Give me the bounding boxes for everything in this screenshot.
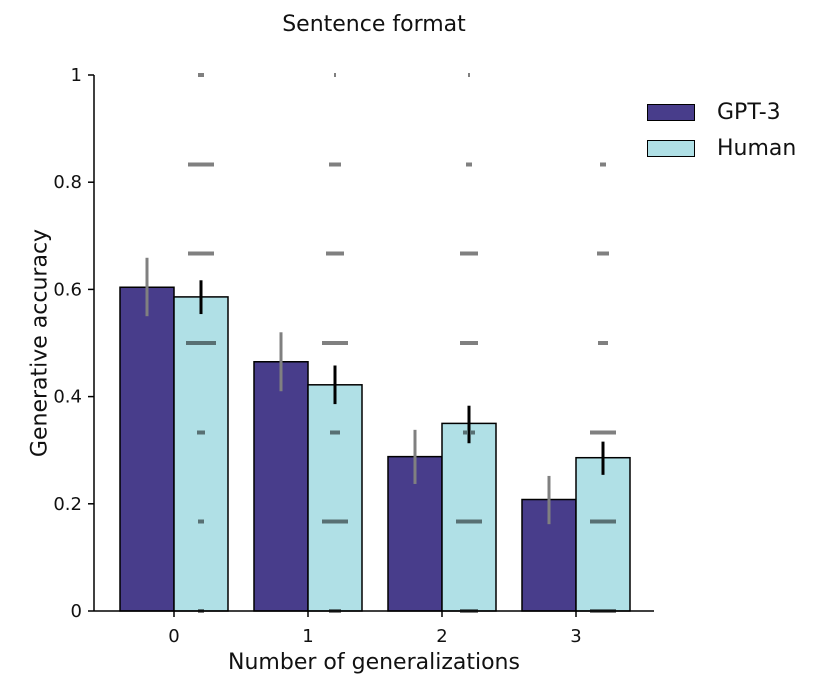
y-tick-label: 0 <box>71 601 82 622</box>
bar-human-2 <box>441 422 497 612</box>
legend: GPT-3 Human <box>647 94 796 166</box>
legend-label-gpt3: GPT-3 <box>717 99 781 125</box>
y-tick-label: 0.2 <box>53 494 82 515</box>
y-tick-label: 0.6 <box>53 279 82 300</box>
x-tick-label: 3 <box>570 626 581 647</box>
bar-gpt3-1 <box>253 361 309 612</box>
legend-item-human: Human <box>647 130 796 166</box>
legend-swatch-gpt3 <box>647 103 695 121</box>
y-tick-label: 0.4 <box>53 387 82 408</box>
bar-gpt3-0 <box>119 286 175 612</box>
y-axis-label: Generative accuracy <box>27 228 53 458</box>
y-tick-label: 1 <box>71 65 82 86</box>
chart-title: Sentence format <box>282 12 466 37</box>
legend-label-human: Human <box>717 135 797 161</box>
legend-item-gpt3: GPT-3 <box>647 94 796 130</box>
bar-human-1 <box>307 384 363 612</box>
x-axis-label: Number of generalizations <box>228 650 520 675</box>
y-tick-label: 0.8 <box>53 172 82 193</box>
legend-swatch-human <box>647 139 695 157</box>
x-tick-label: 2 <box>436 626 447 647</box>
bar-human-0 <box>173 296 229 612</box>
bar-human-3 <box>575 456 631 612</box>
x-tick-label: 0 <box>168 626 179 647</box>
x-tick-label: 1 <box>302 626 313 647</box>
